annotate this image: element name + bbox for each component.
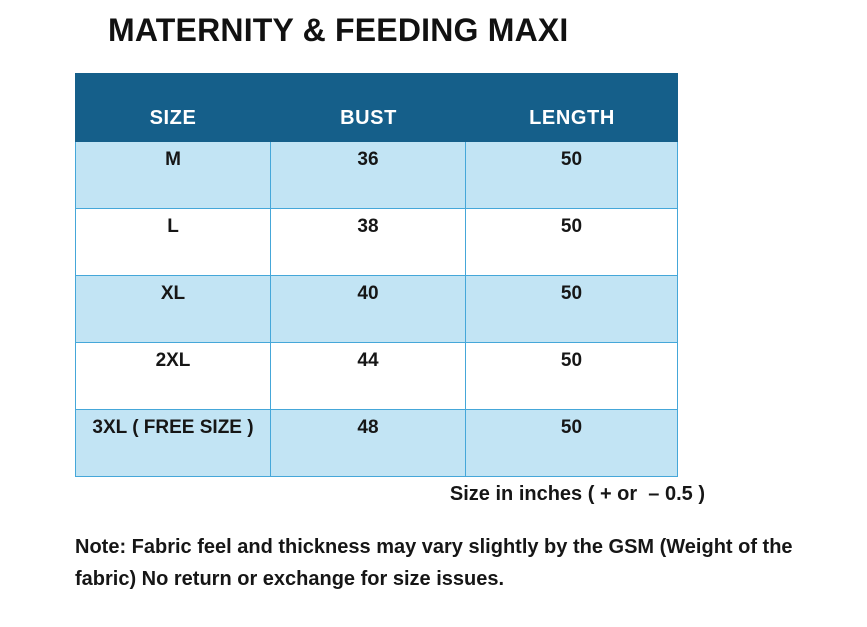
column-header-bust: BUST (340, 107, 397, 129)
size-chart-table: SIZE BUST LENGTH M 36 50 L 38 50 XL 40 5… (75, 73, 678, 477)
unit-note: Size in inches ( + or – 0.5 ) (449, 483, 705, 505)
table-row: 2XL 44 50 (75, 343, 678, 410)
bust-cell: 36 (271, 142, 466, 208)
size-cell: XL (75, 276, 271, 342)
column-header-length: LENGTH (529, 107, 615, 129)
size-cell: 3XL ( FREE SIZE ) (75, 410, 271, 476)
bust-cell: 44 (271, 343, 466, 409)
bust-cell: 48 (271, 410, 466, 476)
size-cell: 2XL (75, 343, 271, 409)
length-cell: 50 (466, 276, 678, 342)
footnote: Note: Fabric feel and thickness may vary… (75, 536, 793, 590)
table-row: XL 40 50 (75, 276, 678, 343)
length-cell: 50 (466, 142, 678, 208)
length-cell: 50 (466, 343, 678, 409)
table-row: 3XL ( FREE SIZE ) 48 50 (75, 410, 678, 477)
table-row: M 36 50 (75, 142, 678, 209)
table-row: L 38 50 (75, 209, 678, 276)
length-cell: 50 (466, 209, 678, 275)
column-header-size: SIZE (149, 107, 197, 129)
bust-cell: 38 (271, 209, 466, 275)
bust-cell: 40 (271, 276, 466, 342)
size-cell: L (75, 209, 271, 275)
length-cell: 50 (466, 410, 678, 476)
size-cell: M (75, 142, 271, 208)
page-title: MATERNITY & FEEDING MAXI (108, 12, 569, 48)
table-header-row: SIZE BUST LENGTH (75, 73, 678, 142)
